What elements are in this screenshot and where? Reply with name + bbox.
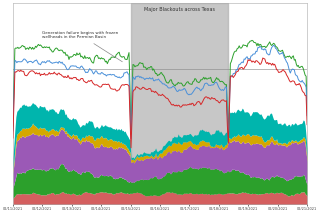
Bar (131, 3, 228, 204)
Text: Major Blackouts across Texas: Major Blackouts across Texas (144, 7, 215, 12)
Text: Generation failure begins with frozen
wellheads in the Permian Basin: Generation failure begins with frozen we… (42, 31, 122, 62)
